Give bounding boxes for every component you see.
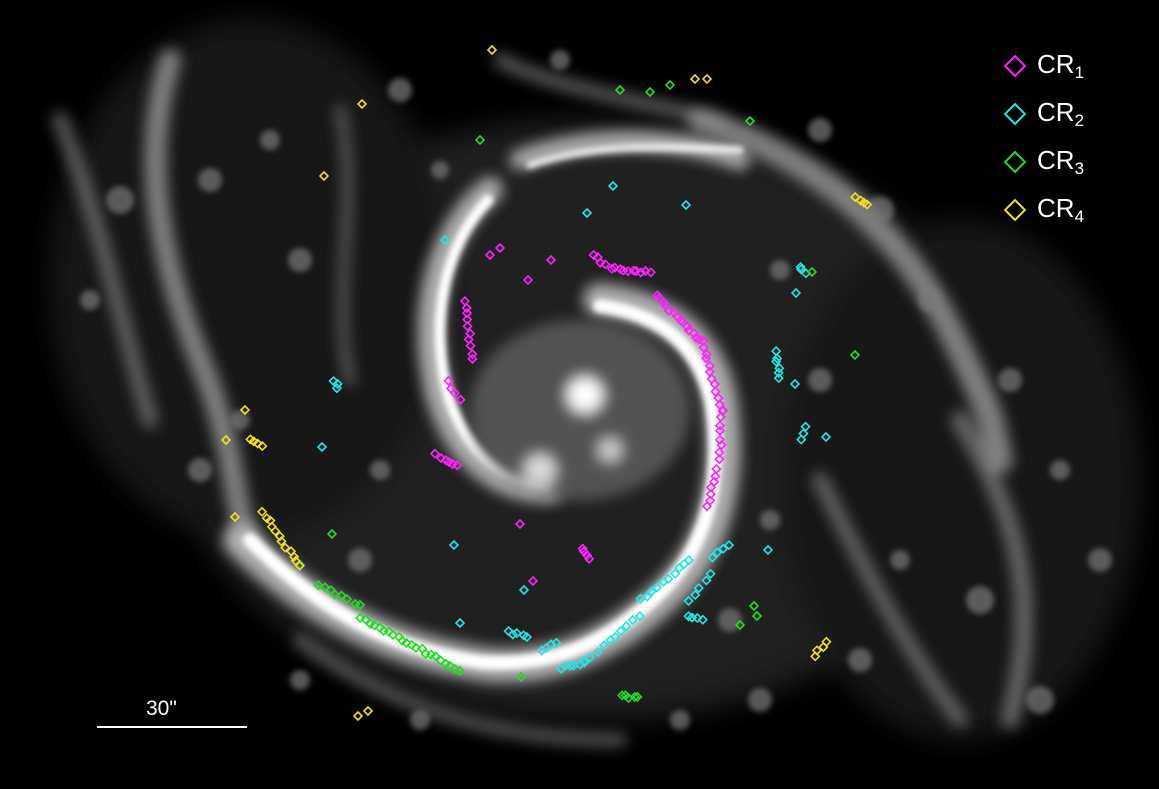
- legend-item-cr2: CR2: [999, 90, 1119, 138]
- cr4-marker: [703, 75, 711, 83]
- cr4-marker: [691, 75, 699, 83]
- legend-item-cr4: CR4: [999, 186, 1119, 234]
- diamond-icon: [1004, 151, 1027, 174]
- cr3-marker: [646, 88, 654, 96]
- cr3-marker: [666, 81, 674, 89]
- cr4-marker: [364, 707, 372, 715]
- cr4-marker: [488, 46, 496, 54]
- cr4-marker: [354, 712, 362, 720]
- legend: CR1 CR2 CR3 CR4: [999, 42, 1119, 234]
- legend-label: CR2: [1037, 97, 1084, 131]
- scale-bar-label: 30": [146, 697, 177, 721]
- galaxy-nucleus: [470, 320, 690, 500]
- legend-label: CR4: [1037, 193, 1084, 227]
- legend-item-cr3: CR3: [999, 138, 1119, 186]
- legend-item-cr1: CR1: [999, 42, 1119, 90]
- legend-label: CR3: [1037, 145, 1084, 179]
- diamond-icon: [1004, 199, 1027, 222]
- diamond-icon: [1004, 55, 1027, 78]
- diamond-icon: [1004, 103, 1027, 126]
- legend-label: CR1: [1037, 49, 1084, 83]
- scale-bar: [97, 726, 247, 728]
- cr3-marker: [746, 117, 754, 125]
